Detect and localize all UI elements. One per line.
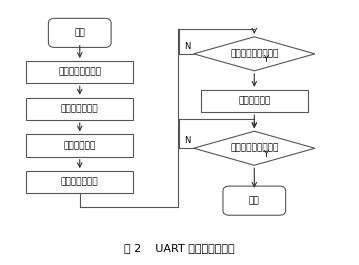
Text: N: N [184,42,190,51]
Polygon shape [194,37,315,71]
Text: 设置中断寄存器: 设置中断寄存器 [61,178,99,187]
Text: 设置通道片选信号: 设置通道片选信号 [58,68,101,77]
Text: N: N [184,136,190,145]
Text: 图 2    UART 模块通讯流程图: 图 2 UART 模块通讯流程图 [124,243,235,253]
Bar [26,134,133,157]
Text: 单片机是否读取数据: 单片机是否读取数据 [230,144,279,153]
Text: 设置串行波特率: 设置串行波特率 [61,104,99,113]
Bar [26,171,133,193]
Polygon shape [194,131,315,165]
Text: 开始: 开始 [74,28,85,37]
FancyBboxPatch shape [223,186,286,215]
Bar [201,90,308,112]
FancyBboxPatch shape [48,18,111,47]
Text: 结束: 结束 [249,196,260,205]
Text: 进行串并转换: 进行串并转换 [238,96,270,105]
Bar [26,61,133,83]
Text: 设置字符格式: 设置字符格式 [64,141,96,150]
Bar [26,98,133,120]
Text: 是否有串行数据输入: 是否有串行数据输入 [230,49,279,58]
Text: Y: Y [263,55,268,64]
Text: Y: Y [263,150,268,159]
